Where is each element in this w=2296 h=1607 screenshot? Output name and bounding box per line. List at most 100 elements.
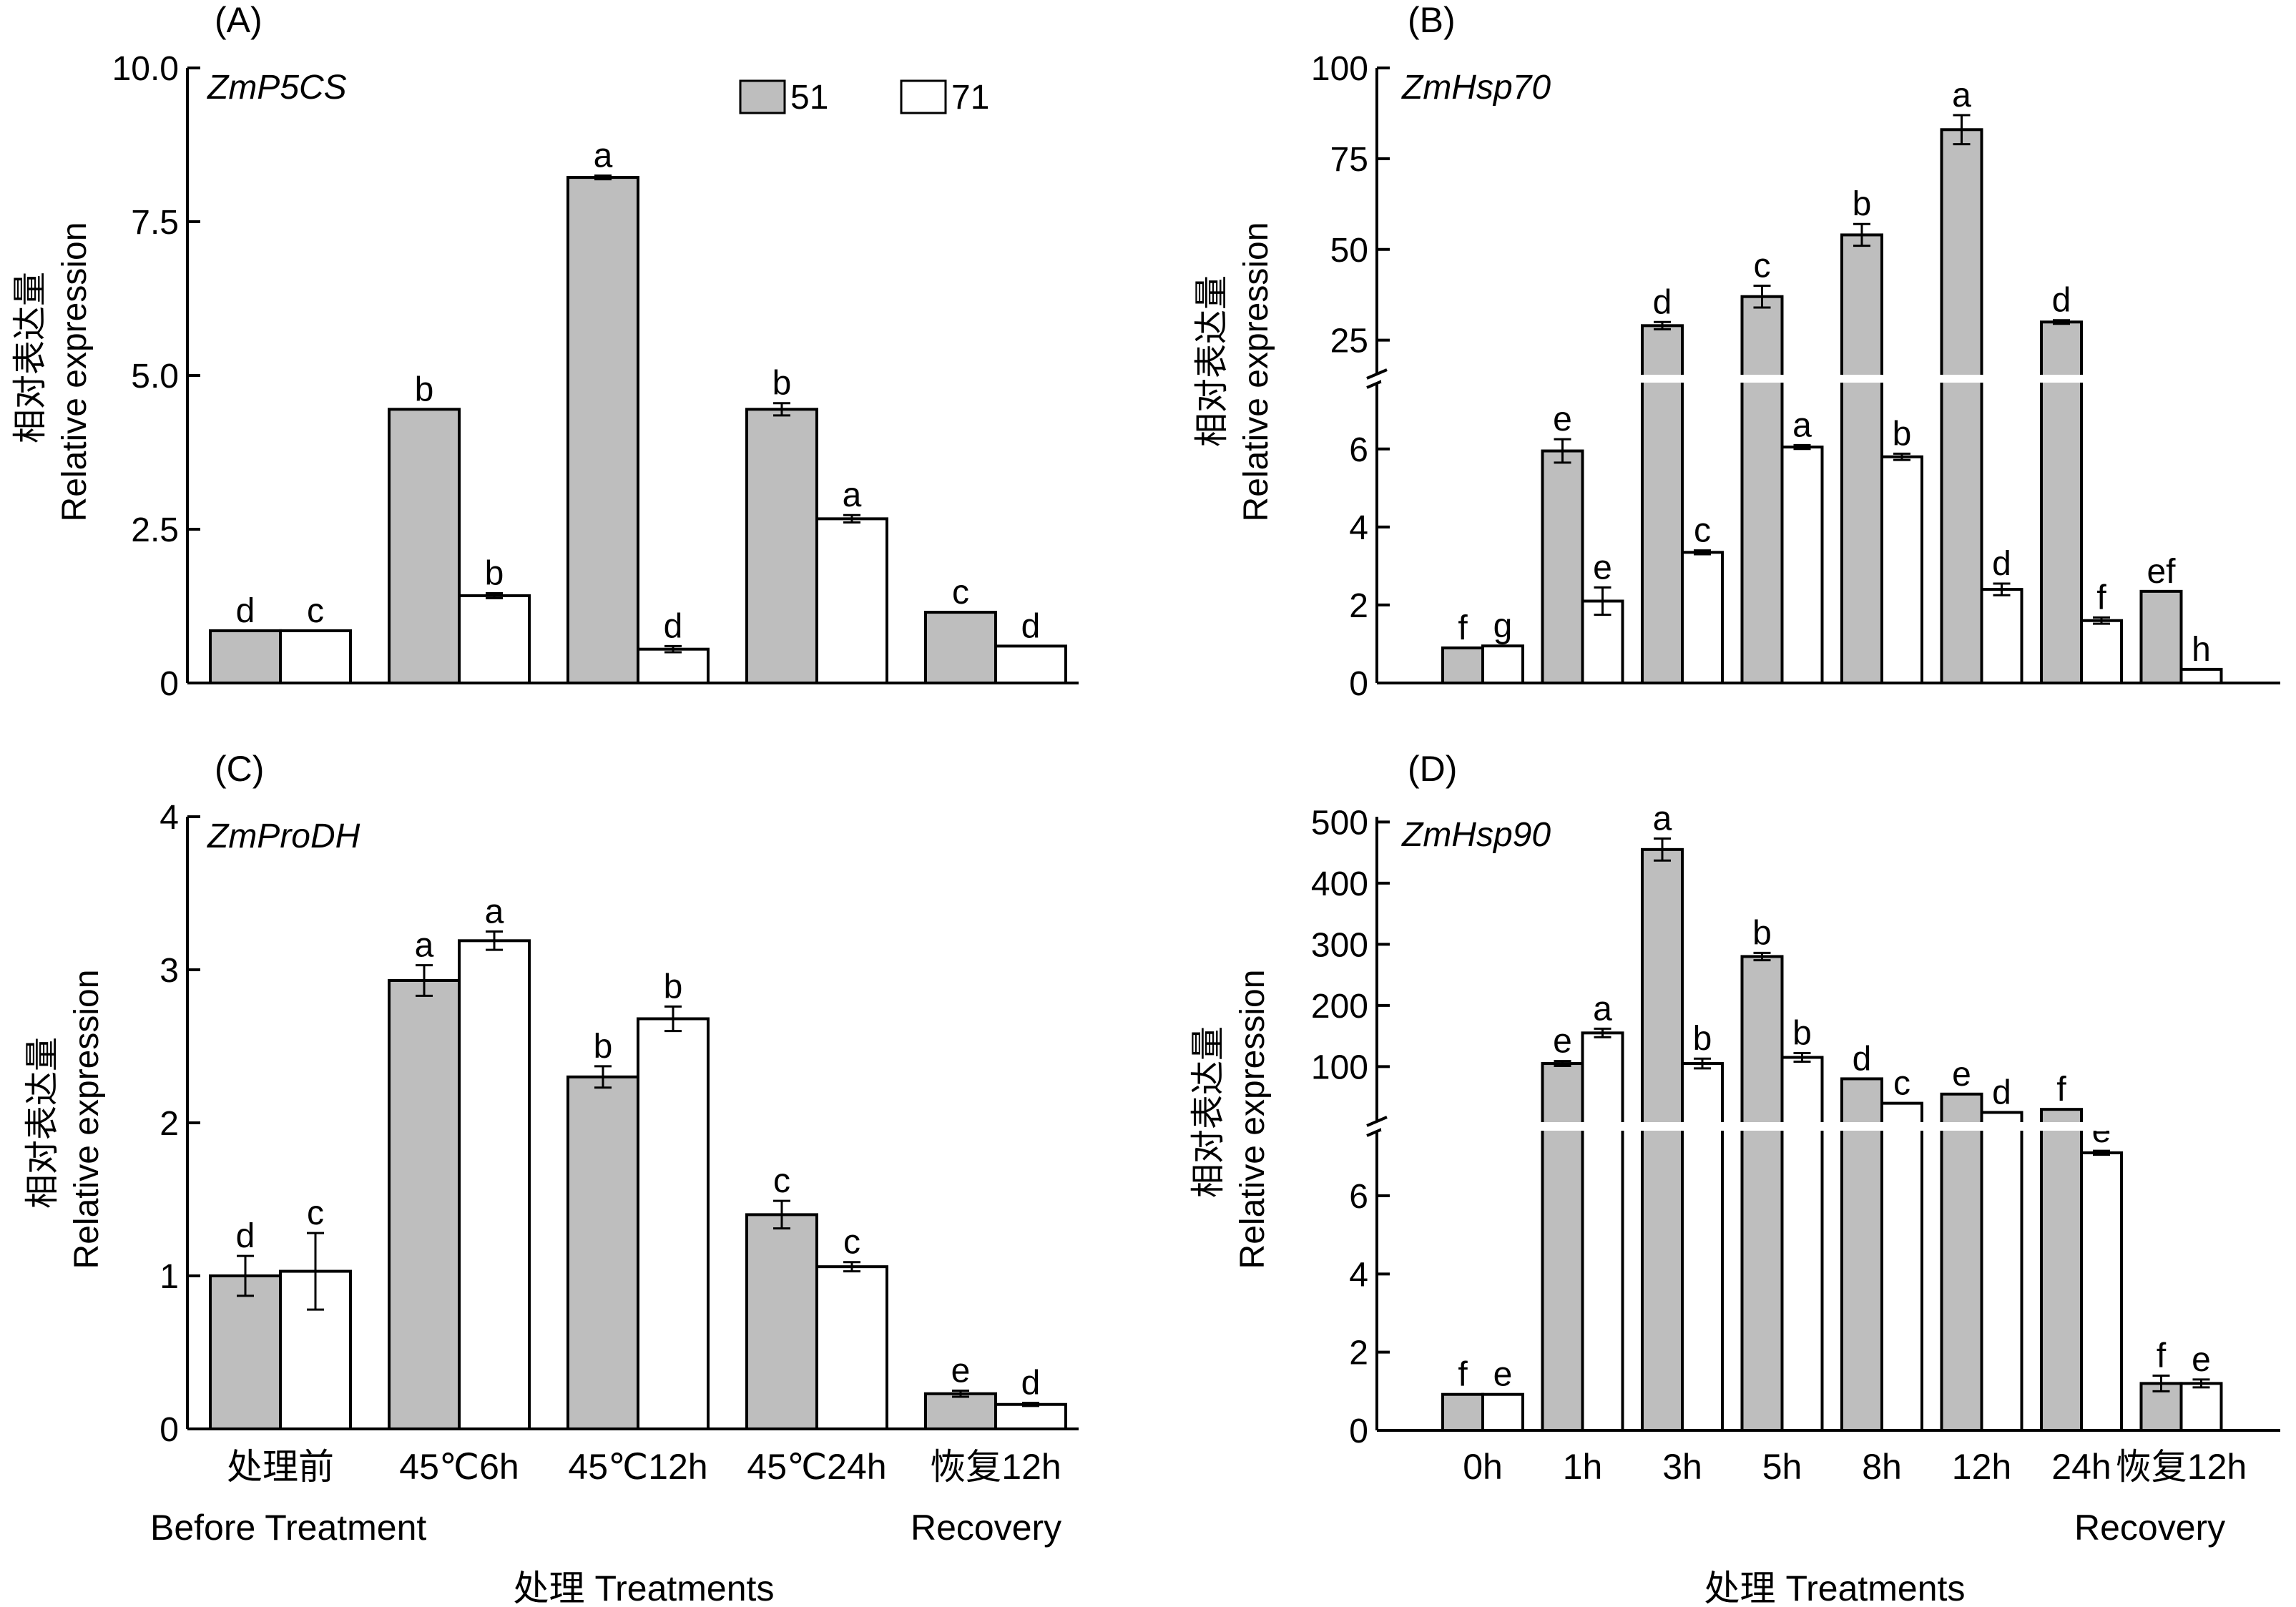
x-axis-title-right: 处理 Treatments: [1704, 1568, 1966, 1607]
significance-label: e: [2192, 1341, 2211, 1379]
significance-label: a: [1593, 990, 1612, 1028]
y-tick-label: 4: [160, 799, 179, 837]
y-tick-label: 4: [1349, 509, 1368, 547]
significance-label: a: [843, 476, 862, 514]
y-tick-label: 4: [1349, 1256, 1368, 1294]
bar-51: [1840, 233, 1883, 684]
bar-71: [994, 1402, 1067, 1431]
y-tick-label: 10.0: [112, 50, 179, 88]
category-label: 1h: [1563, 1447, 1603, 1487]
panel-a-gene: ZmP5CS: [207, 69, 347, 107]
panel-c: (C) ZmProDH 相对表达量 Relative expression 0 1…: [24, 749, 1079, 1487]
category-label: 45℃24h: [747, 1447, 886, 1487]
bar-71: [1880, 1101, 1923, 1432]
panel-c-letter: (C): [215, 749, 264, 789]
y-tick-label: 0: [160, 1411, 179, 1449]
significance-label: f: [2096, 579, 2106, 616]
significance-label: b: [772, 365, 792, 403]
significance-label: f: [1458, 609, 1468, 647]
significance-label: h: [2192, 631, 2211, 669]
bar-71: [2080, 619, 2123, 684]
bar-51: [1940, 1092, 1983, 1432]
y-tick-label: 25: [1330, 323, 1368, 360]
significance-label: a: [1952, 77, 1971, 114]
panel-b: (B) ZmHsp70 相对表达量 Relative expression 0 2…: [1193, 0, 2280, 703]
panel-b-ylabel-en: Relative expression: [1237, 222, 1275, 522]
panel-d-ylabel-cn: 相对表达量: [1189, 1026, 1227, 1198]
bar-51: [924, 611, 997, 684]
panel-a-letter: (A): [215, 0, 263, 40]
y-tick-label: 500: [1311, 804, 1368, 842]
category-label: 8h: [1862, 1447, 1902, 1487]
significance-label: b: [415, 370, 434, 408]
bar-71: [815, 517, 888, 684]
bar-51: [745, 408, 818, 684]
before-treatment-label: Before Treatment: [150, 1508, 426, 1548]
bar-51: [1641, 324, 1684, 684]
bar-51: [1441, 646, 1484, 684]
significance-label: g: [1493, 607, 1513, 645]
bar-71: [815, 1265, 888, 1431]
panel-d-ylabel-en: Relative expression: [1234, 970, 1272, 1269]
significance-label: a: [1653, 800, 1672, 837]
significance-label: b: [1752, 914, 1772, 952]
significance-label: d: [1853, 1040, 1872, 1078]
bar-51: [209, 1274, 282, 1430]
legend-swatch-51: [739, 79, 786, 114]
y-tick-label: 0: [1349, 665, 1368, 703]
category-label: 12h: [1952, 1447, 2011, 1487]
significance-label: b: [594, 1028, 613, 1066]
significance-label: d: [1021, 1365, 1041, 1402]
significance-label: c: [307, 592, 324, 630]
panel-b-ylabel-cn: 相对表达量: [1193, 275, 1231, 447]
axis-break-gap: [1381, 1122, 2280, 1131]
bar-51: [209, 629, 282, 685]
bar-71: [1880, 455, 1923, 684]
bar-51: [924, 1392, 997, 1431]
significance-label: b: [664, 968, 683, 1006]
y-tick-label: 2.5: [131, 511, 179, 549]
category-label: 处理前: [227, 1447, 334, 1487]
significance-label: d: [1021, 607, 1041, 645]
legend-label-71: 71: [951, 79, 989, 117]
legend-swatch-71: [900, 79, 947, 114]
significance-label: e: [1952, 1056, 1971, 1094]
bar-71: [1681, 551, 1724, 685]
bar-71: [2179, 667, 2223, 684]
y-tick-label: 6: [1349, 1178, 1368, 1216]
bar-51: [388, 978, 461, 1430]
y-tick-label: 200: [1311, 988, 1368, 1026]
category-label: 恢复12h: [2116, 1447, 2247, 1487]
significance-label: b: [485, 554, 504, 592]
significance-label: f: [2056, 1071, 2066, 1109]
x-axis-title-left: 处理 Treatments: [514, 1568, 775, 1607]
category-label: 0h: [1463, 1447, 1503, 1487]
bar-71: [1980, 588, 2023, 684]
panel-a: (A) ZmP5CS 相对表达量 Relative expression 51 …: [11, 0, 1079, 703]
y-tick-label: 100: [1311, 1048, 1368, 1086]
bar-51: [1541, 449, 1584, 684]
y-tick-label: 2: [1349, 1335, 1368, 1372]
y-tick-label: 0: [1349, 1412, 1368, 1450]
category-label: 45℃6h: [399, 1447, 519, 1487]
significance-label: b: [1693, 1020, 1712, 1058]
significance-label: e: [1593, 549, 1612, 586]
bar-51: [1740, 295, 1784, 685]
bar-51: [2139, 589, 2183, 685]
bar-71: [2080, 1151, 2123, 1432]
significance-label: a: [1792, 406, 1812, 444]
significance-label: e: [2092, 1112, 2111, 1150]
panel-a-ylabel-en: Relative expression: [56, 222, 94, 522]
panel-c-ylabel-cn: 相对表达量: [24, 1037, 62, 1209]
y-tick-label: 2: [160, 1105, 179, 1143]
y-tick-label: 400: [1311, 865, 1368, 903]
significance-label: f: [2157, 1337, 2167, 1375]
bar-51: [1441, 1392, 1484, 1432]
legend: 51 71: [739, 79, 989, 117]
significance-label: e: [1493, 1356, 1513, 1394]
significance-label: e: [951, 1352, 971, 1390]
bar-51: [566, 176, 639, 684]
y-tick-label: 0: [160, 665, 179, 703]
bar-71: [1980, 1111, 2023, 1432]
